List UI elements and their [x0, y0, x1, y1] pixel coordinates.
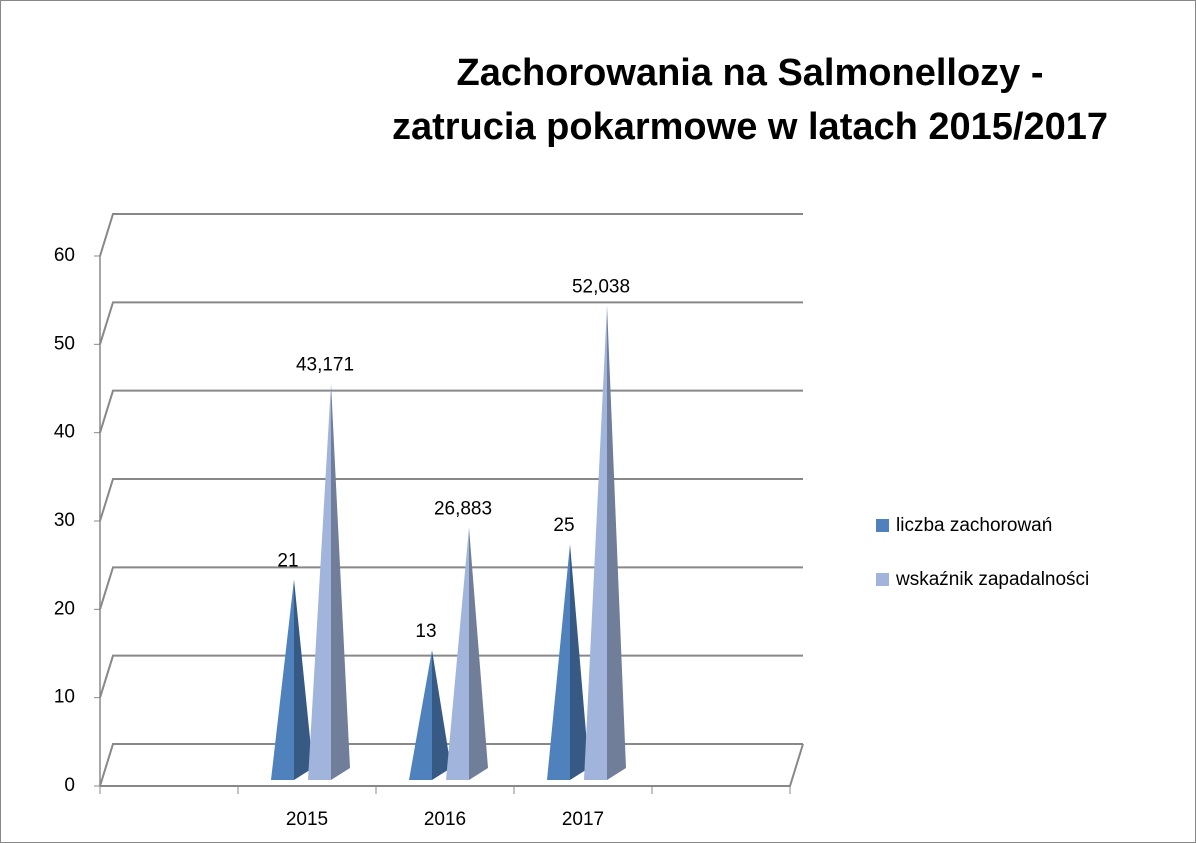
grid-line	[99, 478, 803, 522]
legend-swatch	[876, 573, 889, 586]
data-label: 25	[553, 515, 574, 536]
x-tick-label: 2015	[286, 809, 328, 830]
grid-line	[99, 566, 803, 610]
chart-title: zatrucia pokarmowe w latach 2015/2017	[392, 106, 1108, 148]
pyramid-side	[331, 383, 350, 780]
data-label: 26,883	[434, 499, 492, 520]
y-tick-label: 30	[54, 510, 75, 531]
legend-swatch	[876, 519, 889, 532]
pyramid-side	[469, 527, 488, 780]
x-tick-label: 2017	[562, 809, 604, 830]
data-label: 43,171	[296, 355, 354, 376]
pyramid	[308, 383, 350, 780]
grid-line	[99, 213, 803, 257]
pyramid-face	[409, 650, 432, 780]
y-tick-label: 0	[64, 775, 75, 796]
pyramid-face	[547, 544, 570, 780]
pyramid-face	[271, 579, 294, 780]
y-tick-label: 50	[54, 333, 75, 354]
grid-line	[99, 389, 803, 433]
pyramid-face	[308, 383, 331, 780]
y-tick-label: 40	[54, 422, 75, 443]
y-tick-label: 20	[54, 598, 75, 619]
pyramid-side	[570, 544, 589, 780]
pyramid	[584, 305, 626, 780]
x-tick-label: 2016	[424, 809, 466, 830]
pyramid	[547, 544, 589, 780]
pyramid	[446, 527, 488, 780]
pyramid	[409, 650, 451, 780]
pyramid-side	[432, 650, 451, 780]
pyramid-side	[607, 305, 626, 780]
grid-line	[99, 301, 803, 345]
pyramid-face	[584, 305, 607, 780]
y-tick-label: 10	[54, 687, 75, 708]
chart-title: Zachorowania na Salmonellozy -	[456, 52, 1043, 94]
legend-label: liczba zachorowań	[896, 515, 1052, 536]
data-label: 21	[277, 551, 298, 572]
legend-label: wskaźnik zapadalności	[895, 569, 1089, 590]
pyramid	[271, 579, 313, 780]
pyramid-side	[294, 579, 313, 780]
pyramid-face	[446, 527, 469, 780]
data-label: 13	[415, 621, 436, 642]
data-label: 52,038	[572, 276, 630, 297]
y-tick-label: 60	[54, 245, 75, 266]
